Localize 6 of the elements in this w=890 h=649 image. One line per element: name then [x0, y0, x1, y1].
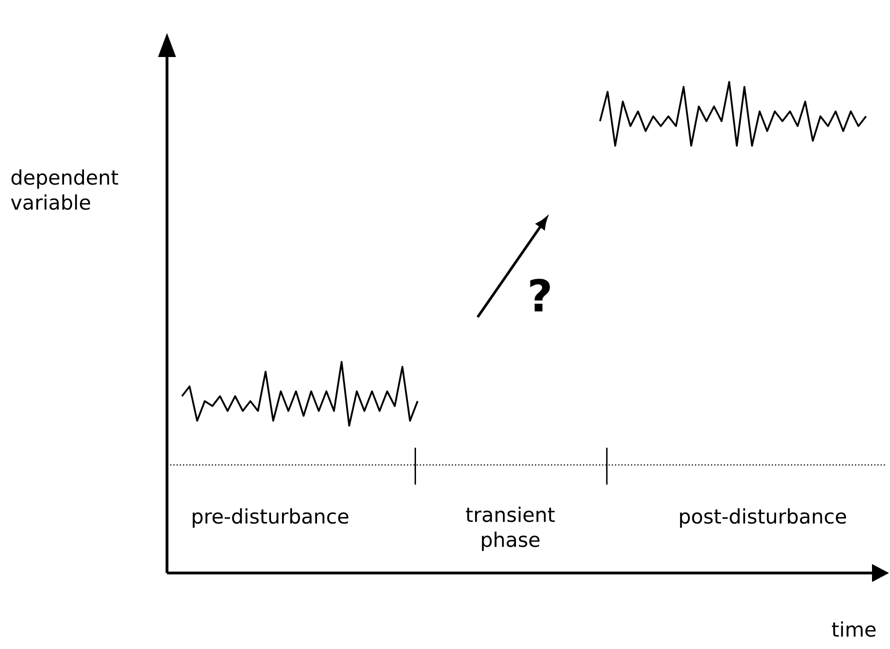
- annotation: transient phase: [466, 506, 555, 551]
- annotation: pre-disturbance: [192, 508, 348, 528]
- y-axis-title: dependent variable: [10, 169, 118, 210]
- annotation: post-disturbance: [680, 508, 846, 528]
- x-axis-title: time: [832, 621, 876, 637]
- annotation: ?: [530, 278, 550, 312]
